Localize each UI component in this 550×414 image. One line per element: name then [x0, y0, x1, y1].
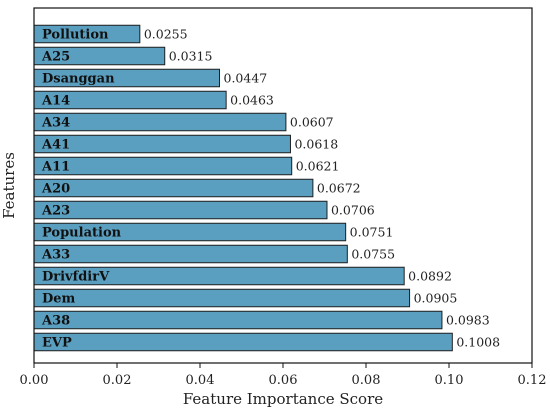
- x-tick-label: 0.00: [20, 373, 49, 388]
- value-label-a34: 0.0607: [290, 115, 334, 130]
- value-label-a38: 0.0983: [446, 313, 490, 328]
- category-label-dem: Dem: [42, 292, 76, 307]
- x-axis-ticks: 0.00 0.02 0.04 0.06 0.08 0.10 0.12: [20, 363, 547, 388]
- value-label-a14: 0.0463: [230, 93, 274, 108]
- x-tick-label: 0.10: [435, 373, 464, 388]
- category-label-evp: EVP: [42, 336, 72, 351]
- value-label-population: 0.0751: [350, 225, 394, 240]
- y-axis-title: Features: [0, 152, 18, 219]
- value-label-pollution: 0.0255: [144, 27, 188, 42]
- bar-a34: [33, 112, 287, 132]
- category-label-a33: A33: [41, 248, 70, 263]
- value-label-dem: 0.0905: [414, 291, 458, 306]
- category-label-a14: A14: [41, 94, 70, 109]
- bar-a20: [33, 178, 314, 198]
- value-labels-group: 0.0255 0.0315 0.0447 0.0463 0.0607 0.0618 0.06…: [144, 27, 500, 350]
- category-label-a34: A34: [41, 116, 70, 131]
- category-label-a11: A11: [41, 160, 70, 175]
- category-label-a20: A20: [41, 182, 70, 197]
- value-label-dsanggan: 0.0447: [224, 71, 268, 86]
- category-label-a41: A41: [41, 138, 70, 153]
- bar-dem: [33, 288, 411, 308]
- value-label-a11: 0.0621: [296, 159, 340, 174]
- category-label-pollution: Pollution: [42, 28, 109, 43]
- category-label-a23: A23: [41, 204, 70, 219]
- category-label-dsanggan: Dsanggan: [42, 72, 115, 87]
- x-tick-label: 0.06: [269, 373, 298, 388]
- value-label-evp: 0.1008: [456, 335, 500, 350]
- category-label-a38: A38: [41, 314, 70, 329]
- x-tick-label: 0.12: [518, 373, 547, 388]
- category-label-a25: A25: [41, 50, 70, 65]
- value-label-a25: 0.0315: [169, 49, 213, 64]
- bar-a38: [33, 310, 443, 330]
- bar-a41: [33, 134, 291, 154]
- category-label-drivfdirv: DrivfdirV: [42, 270, 110, 285]
- bar-a11: [33, 156, 293, 176]
- bar-a33: [33, 244, 348, 264]
- value-label-a41: 0.0618: [294, 137, 338, 152]
- x-tick-label: 0.02: [103, 373, 132, 388]
- value-label-a23: 0.0706: [331, 203, 375, 218]
- x-axis-title: Feature Importance Score: [183, 390, 383, 408]
- x-tick-label: 0.08: [352, 373, 381, 388]
- bar-evp: [33, 332, 453, 352]
- value-label-a20: 0.0672: [317, 181, 361, 196]
- x-tick-label: 0.04: [186, 373, 215, 388]
- category-labels-group: Pollution A25 Dsanggan A14 A34 A41 A11 A20 A23 Po…: [41, 28, 122, 351]
- value-label-drivfdirv: 0.0892: [408, 269, 452, 284]
- category-label-population: Population: [42, 226, 122, 241]
- bar-a23: [33, 200, 328, 220]
- value-label-a33: 0.0755: [351, 247, 395, 262]
